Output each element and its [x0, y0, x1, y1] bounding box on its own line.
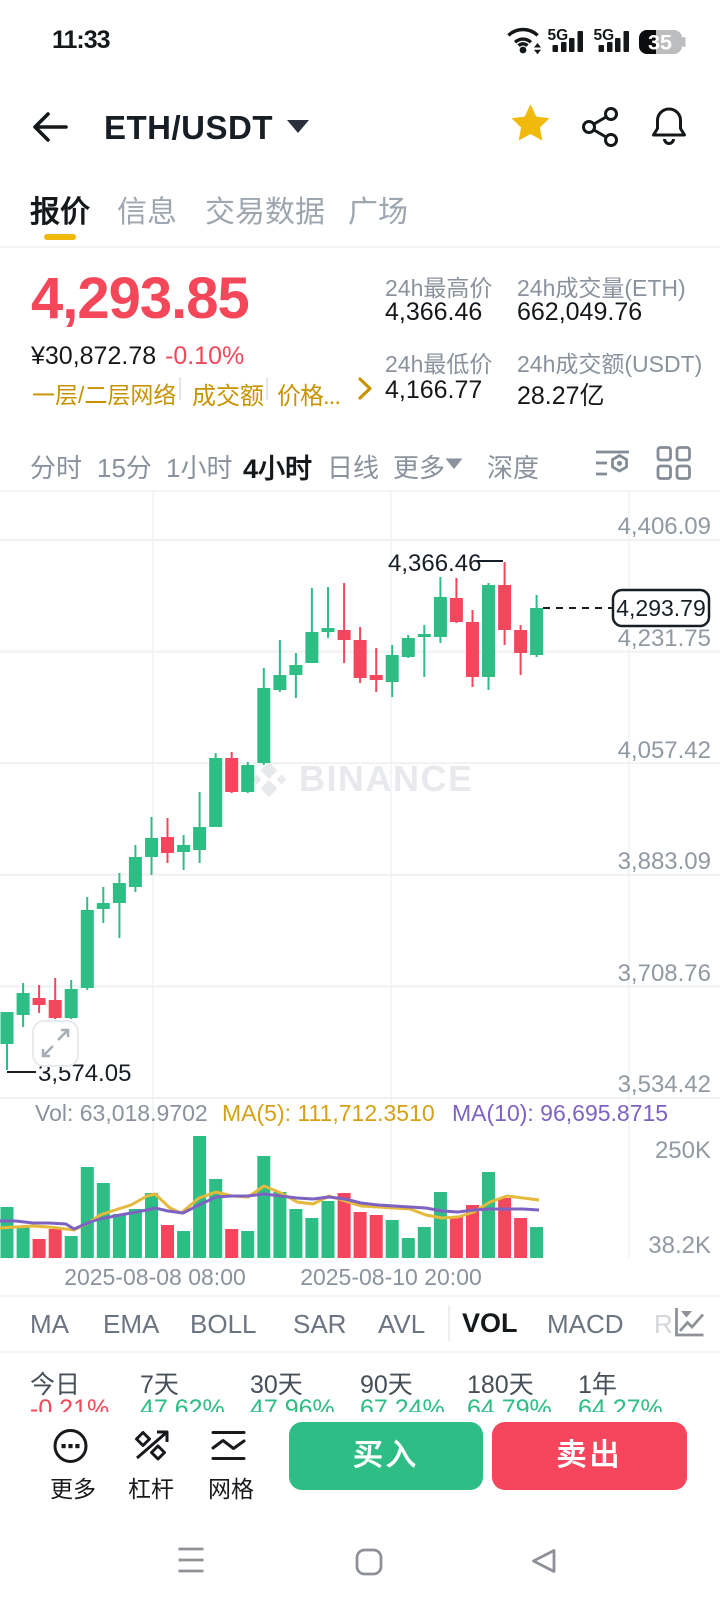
svg-text:3,708.76: 3,708.76	[618, 960, 711, 987]
svg-text:5G: 5G	[548, 27, 569, 44]
svg-text:5G: 5G	[594, 27, 615, 44]
svg-text:3,534.42: 3,534.42	[618, 1071, 711, 1098]
svg-text:4,057.42: 4,057.42	[618, 737, 711, 764]
svg-text:MA(10): 96,695.8715: MA(10): 96,695.8715	[452, 1100, 668, 1126]
svg-text:2025-08-10 20:00: 2025-08-10 20:00	[300, 1264, 482, 1290]
svg-text:4,406.09: 4,406.09	[618, 513, 711, 540]
svg-text:250K: 250K	[655, 1137, 711, 1164]
svg-text:Vol: 63,018.9702: Vol: 63,018.9702	[35, 1100, 208, 1126]
svg-text:3,883.09: 3,883.09	[618, 848, 711, 875]
svg-text:35: 35	[648, 31, 672, 55]
svg-text:38.2K: 38.2K	[648, 1232, 711, 1259]
svg-text:4,231.75: 4,231.75	[618, 625, 711, 652]
svg-text:4,366.46: 4,366.46	[388, 550, 481, 577]
svg-text:MA(5): 111,712.3510: MA(5): 111,712.3510	[222, 1100, 435, 1126]
svg-text:2025-08-08 08:00: 2025-08-08 08:00	[64, 1264, 246, 1290]
svg-text:BINANCE: BINANCE	[299, 758, 474, 799]
svg-text:4,293.79: 4,293.79	[616, 595, 706, 621]
